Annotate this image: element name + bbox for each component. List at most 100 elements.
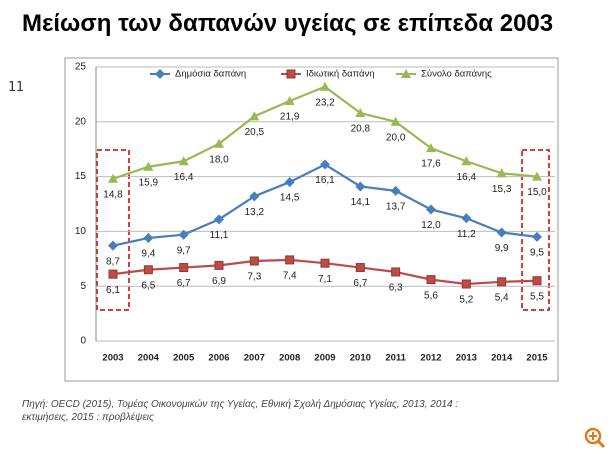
x-tick-label: 2012 <box>420 353 441 364</box>
value-label: 14,5 <box>280 193 300 204</box>
value-label: 9,7 <box>177 245 191 256</box>
x-tick-label: 2004 <box>138 353 160 364</box>
value-label: 5,6 <box>424 290 438 301</box>
marker <box>155 69 165 79</box>
value-label: 14,1 <box>351 197 371 208</box>
value-label: 7,4 <box>283 271 297 282</box>
value-label: 23,2 <box>315 97 335 108</box>
value-label: 6,7 <box>353 278 367 289</box>
value-label: 12,0 <box>421 220 441 231</box>
value-label: 6,5 <box>141 280 155 291</box>
value-label: 18,0 <box>209 154 229 165</box>
x-tick-label: 2011 <box>385 353 406 364</box>
y-tick-label: 5 <box>80 281 86 292</box>
value-label: 20,5 <box>245 127 265 138</box>
marker <box>286 69 296 79</box>
marker <box>426 143 436 153</box>
highlight-box <box>96 149 130 311</box>
marker <box>320 258 330 268</box>
value-label: 9,5 <box>530 248 544 259</box>
value-label: 9,4 <box>141 249 155 260</box>
marker <box>214 214 224 225</box>
value-label: 6,7 <box>177 278 191 289</box>
marker <box>532 171 542 181</box>
x-tick-label: 2014 <box>491 353 513 364</box>
marker <box>401 69 411 78</box>
y-tick-label: 0 <box>80 336 86 347</box>
value-label: 15,0 <box>527 187 547 198</box>
marker <box>496 227 507 238</box>
marker <box>178 229 189 240</box>
marker <box>108 240 118 251</box>
value-label: 15,9 <box>139 177 159 188</box>
value-label: 8,7 <box>106 256 120 267</box>
marker <box>496 168 507 178</box>
marker <box>461 279 471 289</box>
value-label: 16,1 <box>315 175 335 186</box>
y-tick-label: 10 <box>75 226 87 237</box>
value-label: 13,7 <box>386 201 406 212</box>
value-label: 11,2 <box>457 229 476 240</box>
marker <box>426 204 436 215</box>
value-label: 20,0 <box>386 132 406 143</box>
value-label: 11,1 <box>210 230 229 241</box>
value-label: 7,3 <box>247 272 261 283</box>
marker <box>355 108 366 118</box>
marker <box>178 156 189 166</box>
legend-label: Σύνολο δαπάνης <box>421 69 492 80</box>
x-tick-label: 2003 <box>102 353 123 364</box>
marker <box>214 260 224 270</box>
y-tick-label: 25 <box>75 62 87 73</box>
marker <box>249 191 260 202</box>
value-label: 20,8 <box>351 124 371 135</box>
value-label: 6,1 <box>106 285 120 296</box>
value-label: 14,8 <box>103 189 123 200</box>
marker <box>284 177 295 188</box>
marker <box>249 111 260 121</box>
marker <box>497 277 507 287</box>
value-label: 5,4 <box>495 292 509 303</box>
value-label: 16,4 <box>457 172 477 183</box>
marker <box>143 161 154 171</box>
chart-frame <box>64 57 559 382</box>
x-tick-label: 2009 <box>314 353 335 364</box>
value-label: 21,9 <box>280 112 300 123</box>
y-tick-label: 20 <box>75 116 87 127</box>
value-label: 7,1 <box>318 274 332 285</box>
x-tick-label: 2008 <box>279 353 300 364</box>
marker <box>143 232 154 243</box>
value-label: 6,9 <box>212 276 226 287</box>
marker <box>285 255 295 265</box>
marker <box>143 265 153 275</box>
marker <box>249 256 259 266</box>
marker <box>108 173 118 183</box>
marker <box>532 231 542 242</box>
marker <box>532 276 542 286</box>
marker <box>390 116 401 126</box>
value-label: 6,3 <box>389 283 403 294</box>
marker <box>391 267 401 277</box>
x-tick-label: 2005 <box>173 353 195 364</box>
marker <box>320 81 330 91</box>
marker <box>214 138 224 148</box>
value-label: 16,4 <box>174 172 194 183</box>
marker <box>355 181 366 192</box>
x-tick-label: 2007 <box>244 353 265 364</box>
zoom-icon[interactable] <box>584 427 606 449</box>
marker <box>461 213 472 224</box>
legend-label: Δημόσια δαπάνη <box>175 69 246 80</box>
slide-number: 11 <box>8 80 24 95</box>
marker <box>320 159 330 170</box>
value-label: 5,5 <box>530 291 544 302</box>
x-tick-label: 2015 <box>526 353 548 364</box>
y-tick-label: 15 <box>75 171 87 182</box>
x-tick-label: 2010 <box>350 353 371 364</box>
marker <box>284 95 295 105</box>
value-label: 13,2 <box>245 207 265 218</box>
highlight-box <box>521 149 550 311</box>
marker <box>108 269 118 279</box>
marker <box>426 275 436 285</box>
marker <box>179 263 189 273</box>
